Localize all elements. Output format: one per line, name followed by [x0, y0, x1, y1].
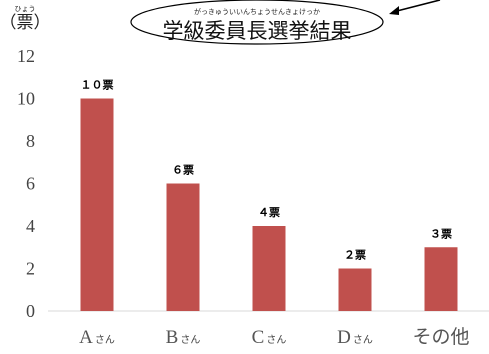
pointer-arrow: [392, 0, 441, 13]
category-label: その他: [412, 326, 469, 348]
y-tick-label: 6: [26, 174, 35, 194]
y-tick-label: 4: [26, 216, 35, 236]
y-tick-label: 0: [26, 301, 35, 321]
y-tick-label: 12: [17, 46, 35, 66]
bar: [252, 226, 286, 311]
bar: [80, 98, 114, 311]
data-label: ２票: [344, 249, 366, 262]
ylabel-ruby: ひょう: [15, 5, 36, 13]
category-main: C: [252, 327, 265, 348]
y-tick-label: 10: [17, 89, 35, 109]
category-label: D さん: [337, 327, 373, 348]
data-label: ６票: [172, 164, 194, 177]
pointer-arrowhead: [389, 6, 399, 15]
bar: [166, 183, 200, 311]
data-label: ３票: [430, 227, 452, 240]
category-main: D: [337, 327, 351, 348]
chart-title: 学級委員長選挙結果: [163, 19, 352, 43]
category-label: A さん: [79, 327, 115, 348]
category-label: C さん: [252, 327, 287, 348]
data-labels: １０票 ６票 ４票 ２票 ３票: [81, 79, 453, 262]
data-label: １０票: [81, 79, 114, 92]
bars: [80, 98, 458, 311]
y-tick-label: 2: [26, 259, 35, 279]
bar: [424, 247, 458, 311]
category-label: B さん: [166, 327, 201, 348]
bar: [338, 268, 372, 311]
category-main: その他: [412, 326, 469, 348]
data-label: ４票: [258, 206, 280, 219]
y-tick-labels: 0 2 4 6 8 10 12: [17, 46, 35, 321]
category-sub: さん: [353, 334, 373, 346]
category-main: A: [79, 327, 93, 348]
category-sub: さん: [180, 334, 200, 346]
title-ruby: がっきゅういいんちょうせんきょけっか: [194, 7, 320, 16]
y-tick-label: 8: [26, 131, 35, 151]
category-sub: さん: [95, 334, 115, 346]
category-sub: さん: [266, 334, 286, 346]
category-labels: A さん B さん C さん D さん その他: [79, 326, 469, 348]
title-ellipse: [130, 0, 384, 45]
category-main: B: [166, 327, 179, 348]
ylabel: （票）: [0, 13, 51, 33]
